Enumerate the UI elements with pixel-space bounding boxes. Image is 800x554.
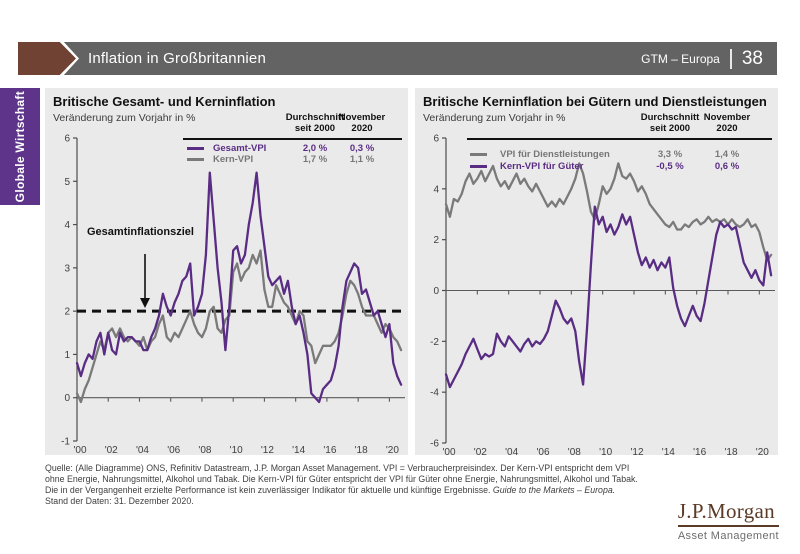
x-axis-label: '10 <box>599 447 612 455</box>
legend-nov-value: 1,4 % <box>714 149 740 160</box>
legend-row-label: Kern-VPI für Güter <box>500 161 584 172</box>
legend-nov-value: 1,1 % <box>349 154 375 165</box>
legend-row-label: Gesamt-VPI <box>213 143 267 154</box>
footer-line: Quelle: (Alle Diagramme) ONS, Refinitiv … <box>45 463 630 473</box>
footer-line: ohne Energie, Nahrungsmittel, Alkohol un… <box>45 474 638 484</box>
x-axis-label: '02 <box>474 447 487 455</box>
page-number: 38 <box>741 47 763 69</box>
page-title: Inflation in Großbritannien <box>88 50 266 67</box>
footer-publication-name: Guide to the Markets – Europa. <box>492 485 616 495</box>
x-axis-label: '00 <box>442 447 455 455</box>
x-axis-label: '14 <box>292 445 305 455</box>
series-line-gesamt-vpi <box>75 171 403 404</box>
down-arrow-icon <box>140 254 150 308</box>
x-axis-label: '06 <box>536 447 549 455</box>
legend-avg-value: 3,3 % <box>657 149 683 160</box>
jpmorgan-logo: J.P.Morgan Asset Management <box>677 499 779 542</box>
chart-subtitle: Veränderung zum Vorjahr in % <box>53 112 196 124</box>
x-axis-label: '18 <box>724 447 737 455</box>
y-axis-label: 1 <box>64 350 70 361</box>
y-axis-label: 4 <box>433 184 439 195</box>
logo-subtitle: Asset Management <box>677 530 779 542</box>
legend-col-header-nov: November 2020 <box>338 112 386 134</box>
line-sample-icon <box>470 153 487 156</box>
y-axis-label: -4 <box>430 388 439 399</box>
x-axis-label: '12 <box>261 445 274 455</box>
y-axis-label: -2 <box>430 337 439 348</box>
page-number-divider <box>729 48 732 69</box>
x-axis-label: '02 <box>105 445 118 455</box>
legend-row-label: Kern-VPI <box>213 154 254 165</box>
y-axis-label: -1 <box>61 437 70 448</box>
header-bar: Inflation in Großbritannien GTM – Europa… <box>43 42 777 75</box>
footer-source-text: Quelle: (Alle Diagramme) ONS, Refinitiv … <box>45 463 655 507</box>
y-axis-label: 0 <box>433 286 439 297</box>
line-sample-icon <box>187 147 204 150</box>
line-sample-icon <box>187 158 204 161</box>
y-axis-label: 3 <box>64 263 70 274</box>
legend-nov-value: 0,6 % <box>714 161 740 172</box>
legend-avg-value: -0,5 % <box>656 161 684 172</box>
legend-row: VPI für Dienstleistungen 3,3 % 1,4 % <box>415 149 778 161</box>
footer-line: Stand der Daten: 31. Dezember 2020. <box>45 496 194 506</box>
legend-col-header-avg: Durchschnitt seit 2000 <box>640 112 700 134</box>
x-axis-label: '18 <box>355 445 368 455</box>
legend-col-header-nov: November 2020 <box>703 112 751 134</box>
legend-row: Gesamt-VPI 2,0 % 0,3 % <box>45 143 408 155</box>
legend-row: Kern-VPI 1,7 % 1,1 % <box>45 154 408 166</box>
legend-row: Kern-VPI für Güter -0,5 % 0,6 % <box>415 161 778 173</box>
x-axis-label: '04 <box>136 445 149 455</box>
y-axis-label: 4 <box>64 220 70 231</box>
x-axis-label: '12 <box>630 447 643 455</box>
logo-wordmark: J.P.Morgan <box>677 499 779 527</box>
y-axis-label: 6 <box>64 134 70 145</box>
x-axis-label: '10 <box>230 445 243 455</box>
chart-title: Britische Kerninflation bei Gütern und D… <box>423 94 767 109</box>
sidebar-section-label: Globale Wirtschaft <box>13 90 27 203</box>
x-axis-label: '16 <box>323 445 336 455</box>
series-line-kern-vpi <box>75 249 403 404</box>
y-axis-label: 6 <box>433 134 439 145</box>
legend-avg-value: 2,0 % <box>302 143 328 154</box>
y-axis-label: 2 <box>64 307 70 318</box>
x-axis-label: '06 <box>167 445 180 455</box>
sidebar-section-tab: Globale Wirtschaft <box>0 88 40 205</box>
y-axis-label: 2 <box>433 235 439 246</box>
series-line-kern-vpi-f-r-g-ter <box>444 205 773 389</box>
x-axis-label: '14 <box>662 447 675 455</box>
y-axis-label: 0 <box>64 393 70 404</box>
line-sample-icon <box>470 165 487 168</box>
x-axis-label: '00 <box>73 445 86 455</box>
footer-line: Die in der Vergangenheit erzielte Perfor… <box>45 485 616 495</box>
y-axis-label: 5 <box>64 177 70 188</box>
x-axis-label: '16 <box>693 447 706 455</box>
x-axis-label: '08 <box>568 447 581 455</box>
legend-avg-value: 1,7 % <box>302 154 328 165</box>
legend-divider <box>183 138 402 140</box>
legend-nov-value: 0,3 % <box>349 143 375 154</box>
chart-subtitle: Veränderung zum Vorjahr in % <box>423 112 566 124</box>
chart-title: Britische Gesamt- und Kerninflation <box>53 94 276 109</box>
chart-panel-right: 6 4 2 0 -2 -4 -6'00 '02 '04 '06 '08 '10 '12 '14 '16 '18… <box>415 88 778 455</box>
x-axis-label: '08 <box>198 445 211 455</box>
y-axis-label: -6 <box>430 439 439 450</box>
header-right-group: GTM – Europa 38 <box>641 48 777 70</box>
line-chart-inflation: 6 5 4 3 2 1 0 -1'00 '02 '04 '06 '08 '10 '12 '14 '16 '18 '… <box>61 134 405 455</box>
x-axis-label: '04 <box>505 447 518 455</box>
legend-divider <box>467 138 772 140</box>
x-axis-label: '20 <box>386 445 399 455</box>
inflation-target-annotation: Gesamtinflationsziel <box>87 226 194 238</box>
line-chart-goods-services: 6 4 2 0 -2 -4 -6'00 '02 '04 '06 '08 '10 '12 '14 '16 '18… <box>430 134 775 455</box>
edition-label: GTM – Europa <box>641 51 720 66</box>
x-axis-label: '20 <box>756 447 769 455</box>
series-line-vpi-f-r-dienstleistungen <box>444 162 773 262</box>
chart-panel-left: 6 5 4 3 2 1 0 -1'00 '02 '04 '06 '08 '10 '12 '14 '16 '18 '… <box>45 88 408 455</box>
legend-row-label: VPI für Dienstleistungen <box>500 149 610 160</box>
legend-col-header-avg: Durchschnitt seit 2000 <box>285 112 345 134</box>
